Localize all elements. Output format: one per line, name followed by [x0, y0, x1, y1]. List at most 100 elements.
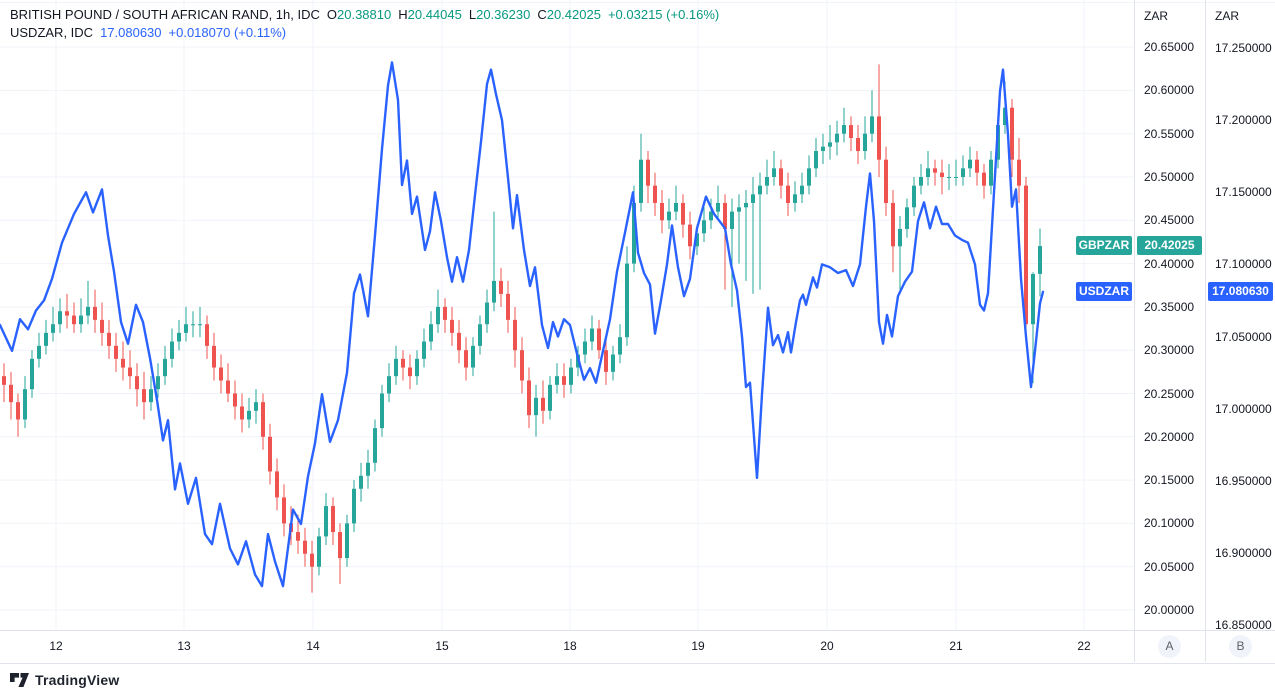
candle-body	[205, 324, 209, 346]
axis-a-currency-label: ZAR	[1144, 9, 1168, 23]
candle-body	[842, 125, 846, 134]
candle-body	[527, 380, 531, 416]
legend: BRITISH POUND / SOUTH AFRICAN RAND, 1h, …	[10, 6, 719, 42]
candle-body	[863, 133, 867, 152]
candle-body	[380, 393, 384, 429]
candle-body	[268, 436, 272, 472]
candle-body	[835, 133, 839, 143]
candle-body	[772, 168, 776, 177]
candle-body	[37, 345, 41, 359]
time-tick-label: 15	[435, 639, 449, 653]
candle-body	[352, 488, 356, 524]
candle-body	[86, 306, 90, 316]
candle-body	[1003, 107, 1007, 126]
candle-body	[135, 376, 139, 390]
price-tick-a: 20.60000	[1144, 83, 1195, 98]
price-tick-a: 20.25000	[1144, 386, 1195, 401]
candle-body	[898, 228, 902, 247]
time-tick-label: 14	[306, 639, 320, 653]
price-tick-a: 20.20000	[1144, 429, 1195, 444]
candle-body	[786, 185, 790, 203]
time-axis[interactable]: A B 12 13 14 15 18 19 20 21 22	[0, 630, 1275, 664]
candle-body	[541, 397, 545, 411]
scale-a-marker: A	[1158, 635, 1181, 658]
gbpzar-series-chip: GBPZAR	[1076, 236, 1132, 256]
symbol-row-usdzar[interactable]: USDZAR, IDC 17.080630 +0.018070 (+0.11%)	[10, 24, 719, 42]
candle-body	[303, 540, 307, 554]
candle-body	[618, 337, 622, 355]
price-tick-a: 20.00000	[1144, 603, 1195, 617]
candle-body	[317, 536, 321, 567]
candle-body	[877, 116, 881, 160]
candle-body	[919, 177, 923, 186]
candle-body	[128, 367, 132, 377]
price-tick-a: 20.05000	[1144, 559, 1195, 574]
candle-body	[807, 168, 811, 186]
price-tick-b: 16.850000	[1215, 618, 1272, 632]
candle-body	[968, 159, 972, 169]
candle-body	[1038, 246, 1042, 274]
candle-body	[688, 224, 692, 247]
candle-body	[2, 376, 6, 385]
candle-body	[450, 319, 454, 333]
candle-body	[254, 402, 258, 411]
change-value: +0.03215 (+0.16%)	[607, 7, 720, 22]
candle-body	[632, 202, 636, 264]
candle-body	[198, 324, 202, 326]
candle-body	[604, 350, 608, 372]
candle-body	[149, 389, 153, 403]
candle-body	[310, 553, 314, 567]
candle-body	[933, 168, 937, 173]
candle-body	[814, 151, 818, 169]
price-tick-b: 17.200000	[1215, 113, 1272, 128]
candle-body	[646, 159, 650, 186]
candle-body	[359, 475, 363, 489]
time-tick-label: 22	[1077, 639, 1091, 653]
candle-body	[93, 306, 97, 320]
candle-body	[415, 358, 419, 377]
candle-body	[23, 389, 27, 420]
candle-body	[730, 211, 734, 229]
time-tick-label: 19	[691, 639, 705, 653]
price-axis-usdzar[interactable]: ZAR 17.080630 17.250000 17.200000 17.15000…	[1205, 0, 1275, 632]
time-tick-label: 12	[49, 639, 63, 653]
candle-body	[947, 177, 951, 178]
symbol-title: BRITISH POUND / SOUTH AFRICAN RAND, 1h, …	[10, 7, 320, 22]
candle-body	[982, 172, 986, 186]
candle-body	[793, 194, 797, 203]
candle-body	[226, 380, 230, 394]
candle-body	[849, 125, 853, 139]
price-axis-gbpzar[interactable]: ZAR 20.42025 20.65000 20.60000 20.55000 20.…	[1134, 0, 1205, 630]
candle-body	[870, 116, 874, 134]
open-value: 20.38810	[337, 7, 392, 22]
candle-body	[338, 532, 342, 559]
candle-body	[142, 389, 146, 403]
price-tick-a: 20.45000	[1144, 213, 1195, 228]
candle-body	[828, 142, 832, 147]
candle-body	[275, 471, 279, 498]
price-tick-a: 20.50000	[1144, 170, 1195, 184]
candle-body	[891, 202, 895, 247]
candle-body	[16, 402, 20, 420]
price-tick-b: 17.250000	[1215, 41, 1272, 55]
candle-body	[905, 207, 909, 229]
usdzar-price-badge: 17.080630	[1208, 282, 1273, 302]
candle-body	[191, 324, 195, 326]
candle-body	[975, 159, 979, 173]
symbol-row-gbpzar[interactable]: BRITISH POUND / SOUTH AFRICAN RAND, 1h, …	[10, 6, 719, 24]
high-label: H20.44045	[398, 7, 462, 22]
close-label: C20.42025	[537, 7, 601, 22]
candle-body	[611, 354, 615, 372]
chart-canvas[interactable]	[0, 0, 1134, 630]
usdzar-line	[0, 61, 1045, 588]
axis-b-currency-label: ZAR	[1215, 9, 1239, 23]
candle-body	[653, 185, 657, 203]
price-tick-a: 20.35000	[1144, 299, 1195, 314]
tradingview-attribution[interactable]: TradingView	[10, 670, 119, 690]
price-tick-b: 17.100000	[1215, 257, 1272, 272]
top-divider	[0, 2, 1275, 3]
candle-body	[989, 159, 993, 186]
candle-body	[219, 367, 223, 381]
candle-body	[394, 358, 398, 377]
